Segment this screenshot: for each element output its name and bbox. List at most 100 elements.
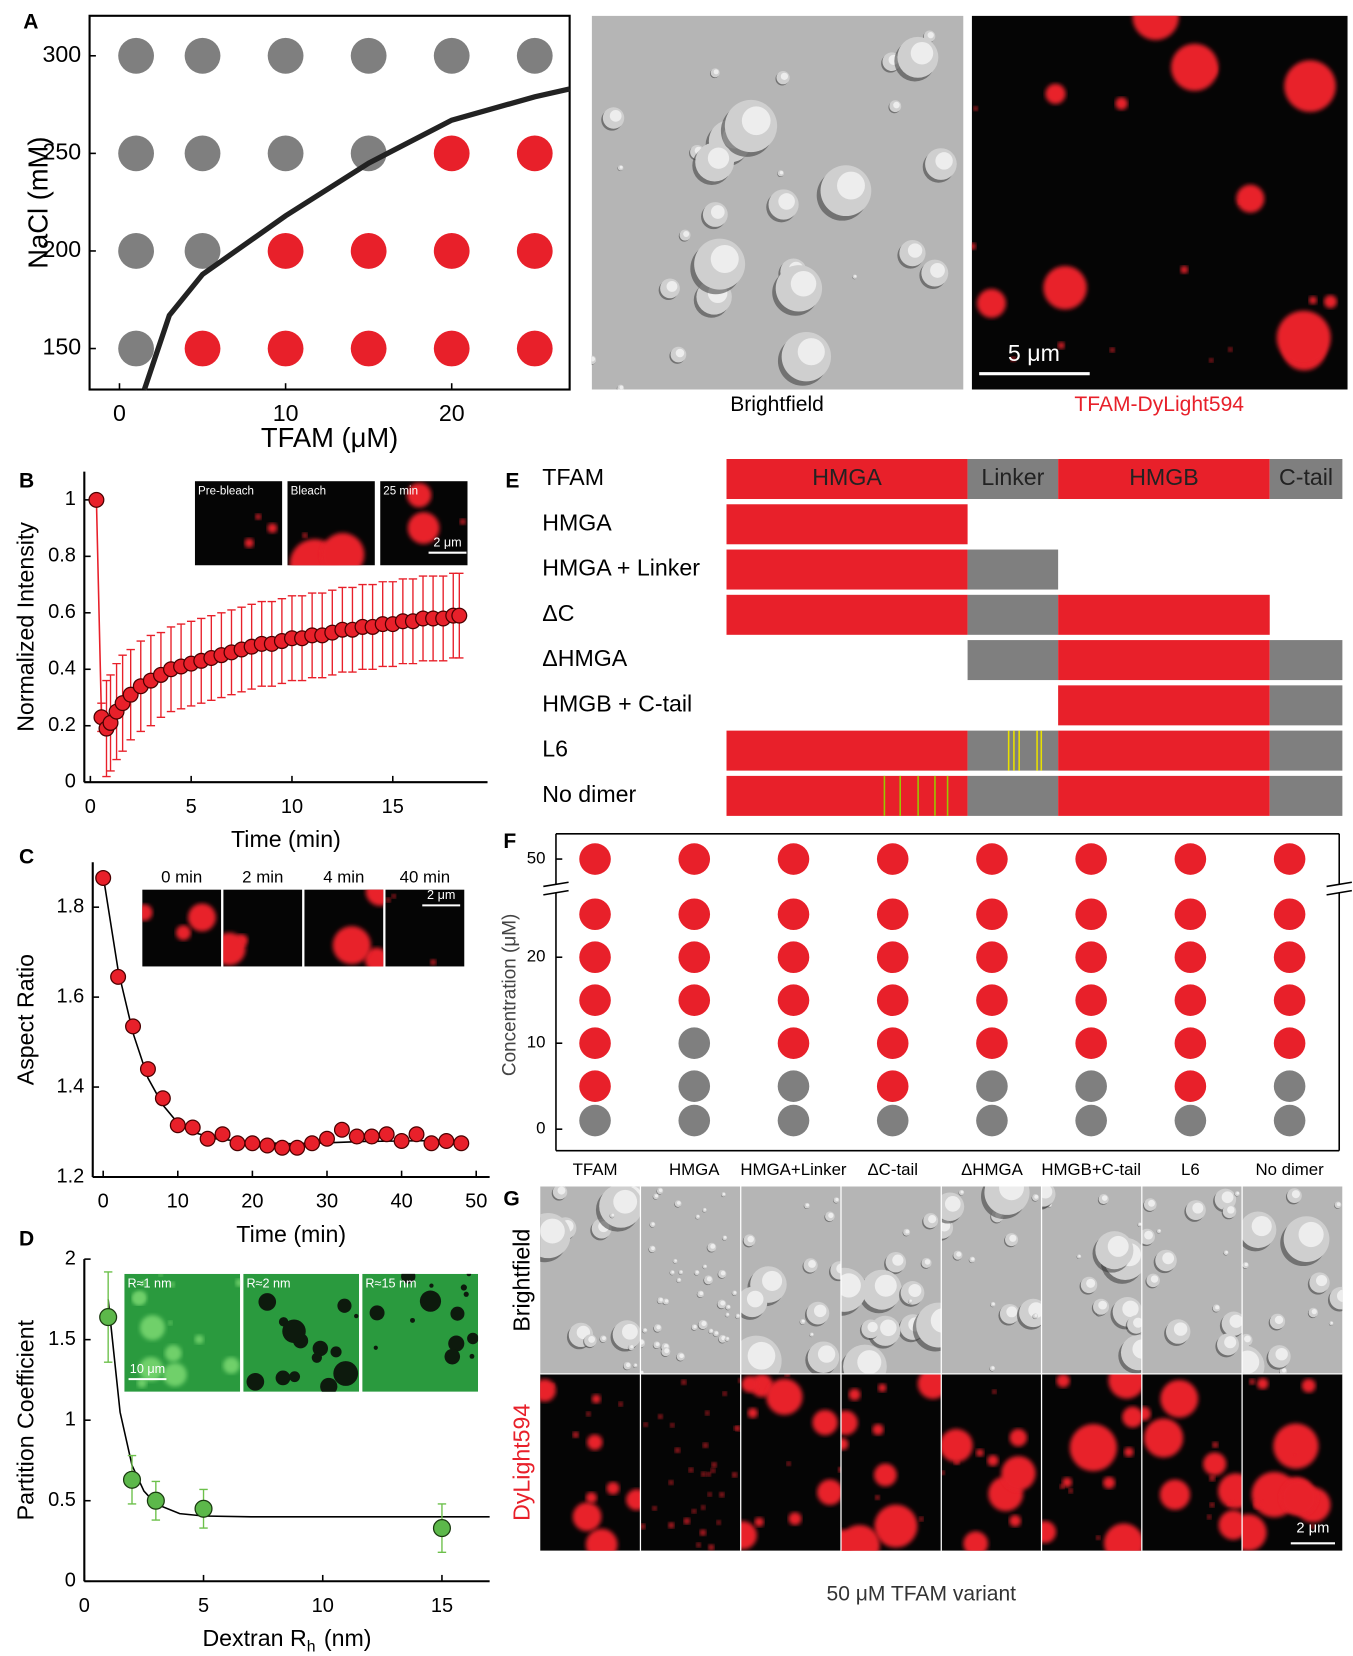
dot (778, 941, 810, 973)
inset-label: 0 min (161, 867, 202, 886)
point (118, 38, 154, 74)
micrograph (587, 16, 964, 392)
micrograph (1034, 1362, 1145, 1563)
droplet (312, 1353, 322, 1363)
dot (579, 843, 611, 875)
dot (1175, 984, 1207, 1016)
x-label-sub: h (307, 1639, 316, 1656)
droplet-highlight (704, 1208, 706, 1210)
droplet-highlight (835, 1198, 838, 1201)
dot (1274, 1027, 1306, 1059)
droplet (708, 1492, 712, 1496)
construct-label: HMGB + C-tail (542, 690, 692, 716)
droplet (652, 1506, 656, 1510)
dot (579, 1105, 611, 1137)
droplet (450, 1307, 464, 1321)
dot (1175, 843, 1207, 875)
axis-break (543, 882, 568, 895)
panel-label: G (503, 1188, 519, 1211)
image-caption: TFAM-DyLight594 (1074, 393, 1244, 416)
droplet (258, 1293, 276, 1311)
droplet-highlight (622, 1324, 638, 1340)
dot (778, 984, 810, 1016)
droplet-highlight (704, 1265, 706, 1267)
droplet (1070, 1424, 1117, 1471)
domain-label: Linker (981, 464, 1044, 490)
dot (877, 1070, 909, 1102)
droplet-highlight (875, 1275, 897, 1297)
droplet (658, 1414, 663, 1419)
point (155, 1091, 170, 1106)
dot (1274, 843, 1306, 875)
micrograph (304, 877, 394, 971)
droplet (320, 1378, 337, 1395)
point (434, 1520, 451, 1537)
droplet (732, 1472, 737, 1477)
dot (976, 1105, 1008, 1137)
droplet (711, 1468, 715, 1472)
droplet-highlight (1174, 1322, 1187, 1335)
droplet (244, 538, 253, 547)
y-tick-label: 0 (536, 1119, 545, 1138)
droplet (464, 1292, 469, 1297)
x-axis-label: TFAM (μM) (261, 422, 398, 453)
droplet (246, 1373, 264, 1391)
droplet (1209, 358, 1213, 362)
droplet (1249, 1379, 1255, 1385)
point (517, 233, 553, 269)
droplet-highlight (1192, 1203, 1203, 1214)
point (434, 233, 470, 269)
droplet-highlight (1148, 1200, 1155, 1207)
droplet-highlight (677, 1201, 681, 1205)
domain-bar (968, 550, 1059, 590)
domain-bar (1270, 776, 1343, 816)
panel-label: F (503, 830, 516, 853)
dot (976, 984, 1008, 1016)
inset-label: 2 min (242, 867, 283, 886)
x-tick-label: 10 (167, 1191, 189, 1213)
droplet-highlight (540, 1219, 565, 1244)
droplet (977, 289, 1006, 318)
x-tick-label: 5 (198, 1595, 209, 1617)
dot (1075, 1027, 1107, 1059)
droplet-highlight (892, 1255, 903, 1266)
dot (678, 898, 710, 930)
micrograph (940, 1374, 1042, 1556)
dot (1075, 843, 1107, 875)
droplet-highlight (664, 1348, 669, 1353)
droplet (607, 1482, 620, 1495)
axis-break (1327, 882, 1352, 895)
point (351, 38, 387, 74)
droplet-highlight (1224, 1336, 1236, 1348)
droplet (976, 1449, 984, 1457)
y-tick-label: 1 (65, 488, 76, 510)
droplet-highlight (1331, 1322, 1333, 1324)
point (195, 1500, 212, 1517)
droplet (330, 1346, 341, 1357)
dot (579, 984, 611, 1016)
droplet-highlight (675, 1259, 677, 1261)
y-tick-label: 0.8 (48, 545, 76, 567)
x-label-text: Time (min) (236, 1221, 346, 1247)
dot (778, 843, 810, 875)
droplet-highlight (1225, 1251, 1228, 1254)
droplet-highlight (715, 1331, 718, 1334)
y-tick-label: 0 (65, 770, 76, 792)
droplet (754, 1517, 763, 1526)
droplet (817, 1479, 843, 1505)
droplet-highlight (588, 1336, 595, 1343)
droplet (689, 1468, 694, 1473)
droplet-highlight (991, 1366, 994, 1369)
dot (877, 843, 909, 875)
row-label: Brightfield (508, 1229, 534, 1332)
droplet (1160, 1380, 1198, 1418)
droplet (987, 1455, 998, 1466)
point (394, 1134, 409, 1149)
dot (678, 984, 710, 1016)
y-tick-label: 0 (65, 1570, 76, 1592)
dot (877, 1027, 909, 1059)
droplet-highlight (1245, 1263, 1248, 1266)
scale-label: 2 μm (1296, 1521, 1329, 1537)
point (275, 1140, 290, 1155)
droplet (992, 1390, 996, 1394)
